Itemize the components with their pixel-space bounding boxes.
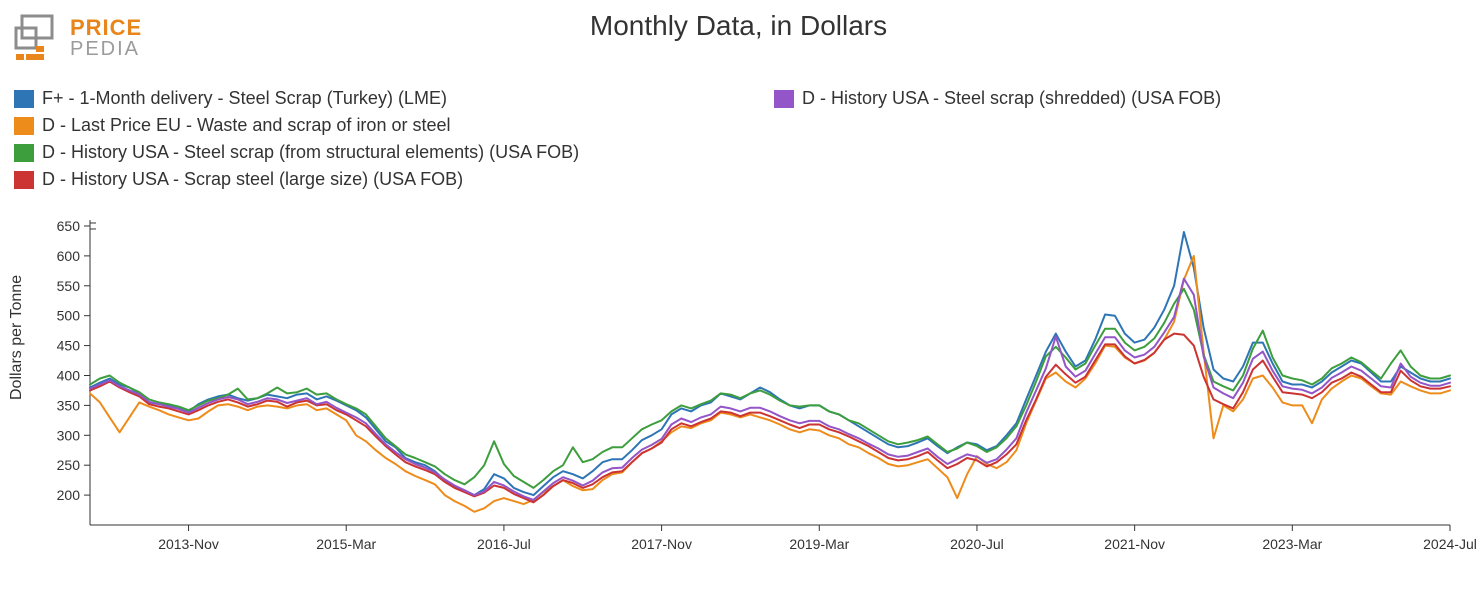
legend-col-right: D - History USA - Steel scrap (shredded)… xyxy=(774,88,1434,196)
svg-text:2024-Jul: 2024-Jul xyxy=(1423,536,1477,552)
svg-text:200: 200 xyxy=(57,487,81,503)
legend-swatch xyxy=(14,171,34,189)
svg-text:450: 450 xyxy=(57,338,81,354)
legend-item: D - History USA - Steel scrap (from stru… xyxy=(14,142,774,163)
legend-label: D - Last Price EU - Waste and scrap of i… xyxy=(42,115,450,136)
svg-text:2017-Nov: 2017-Nov xyxy=(631,536,692,552)
logo-text-bot: PEDIA xyxy=(70,39,142,59)
svg-text:2016-Jul: 2016-Jul xyxy=(477,536,531,552)
svg-text:2013-Nov: 2013-Nov xyxy=(158,536,219,552)
svg-text:400: 400 xyxy=(57,367,81,383)
legend-label: D - History USA - Steel scrap (from stru… xyxy=(42,142,579,163)
svg-text:2019-Mar: 2019-Mar xyxy=(789,536,849,552)
legend-swatch xyxy=(14,117,34,135)
plot-svg: 200 250 300 350 400 450 500 550 600 650 2013-Nov 20… xyxy=(0,220,1477,600)
chart-container: PRICE PEDIA Monthly Data, in Dollars F+ … xyxy=(0,0,1477,615)
svg-text:2020-Jul: 2020-Jul xyxy=(950,536,1004,552)
legend-item: D - History USA - Steel scrap (shredded)… xyxy=(774,88,1434,109)
legend-swatch xyxy=(14,90,34,108)
svg-text:300: 300 xyxy=(57,427,81,443)
legend-label: F+ - 1-Month delivery - Steel Scrap (Tur… xyxy=(42,88,447,109)
legend-item: D - Last Price EU - Waste and scrap of i… xyxy=(14,115,774,136)
legend-label: D - History USA - Steel scrap (shredded)… xyxy=(802,88,1221,109)
svg-text:350: 350 xyxy=(57,397,81,413)
svg-text:550: 550 xyxy=(57,278,81,294)
svg-text:2015-Mar: 2015-Mar xyxy=(316,536,376,552)
chart-area: 200 250 300 350 400 450 500 550 600 650 2013-Nov 20… xyxy=(0,220,1477,600)
svg-text:2021-Nov: 2021-Nov xyxy=(1104,536,1165,552)
legend-swatch xyxy=(774,90,794,108)
chart-title: Monthly Data, in Dollars xyxy=(0,10,1477,42)
legend-label: D - History USA - Scrap steel (large siz… xyxy=(42,169,463,190)
legend: F+ - 1-Month delivery - Steel Scrap (Tur… xyxy=(14,88,1463,196)
svg-text:2023-Mar: 2023-Mar xyxy=(1262,536,1322,552)
svg-text:250: 250 xyxy=(57,457,81,473)
svg-text:500: 500 xyxy=(57,308,81,324)
legend-swatch xyxy=(14,144,34,162)
legend-item: F+ - 1-Month delivery - Steel Scrap (Tur… xyxy=(14,88,774,109)
legend-col-left: F+ - 1-Month delivery - Steel Scrap (Tur… xyxy=(14,88,774,196)
svg-text:600: 600 xyxy=(57,248,81,264)
legend-item: D - History USA - Scrap steel (large siz… xyxy=(14,169,774,190)
svg-text:650: 650 xyxy=(57,220,81,234)
